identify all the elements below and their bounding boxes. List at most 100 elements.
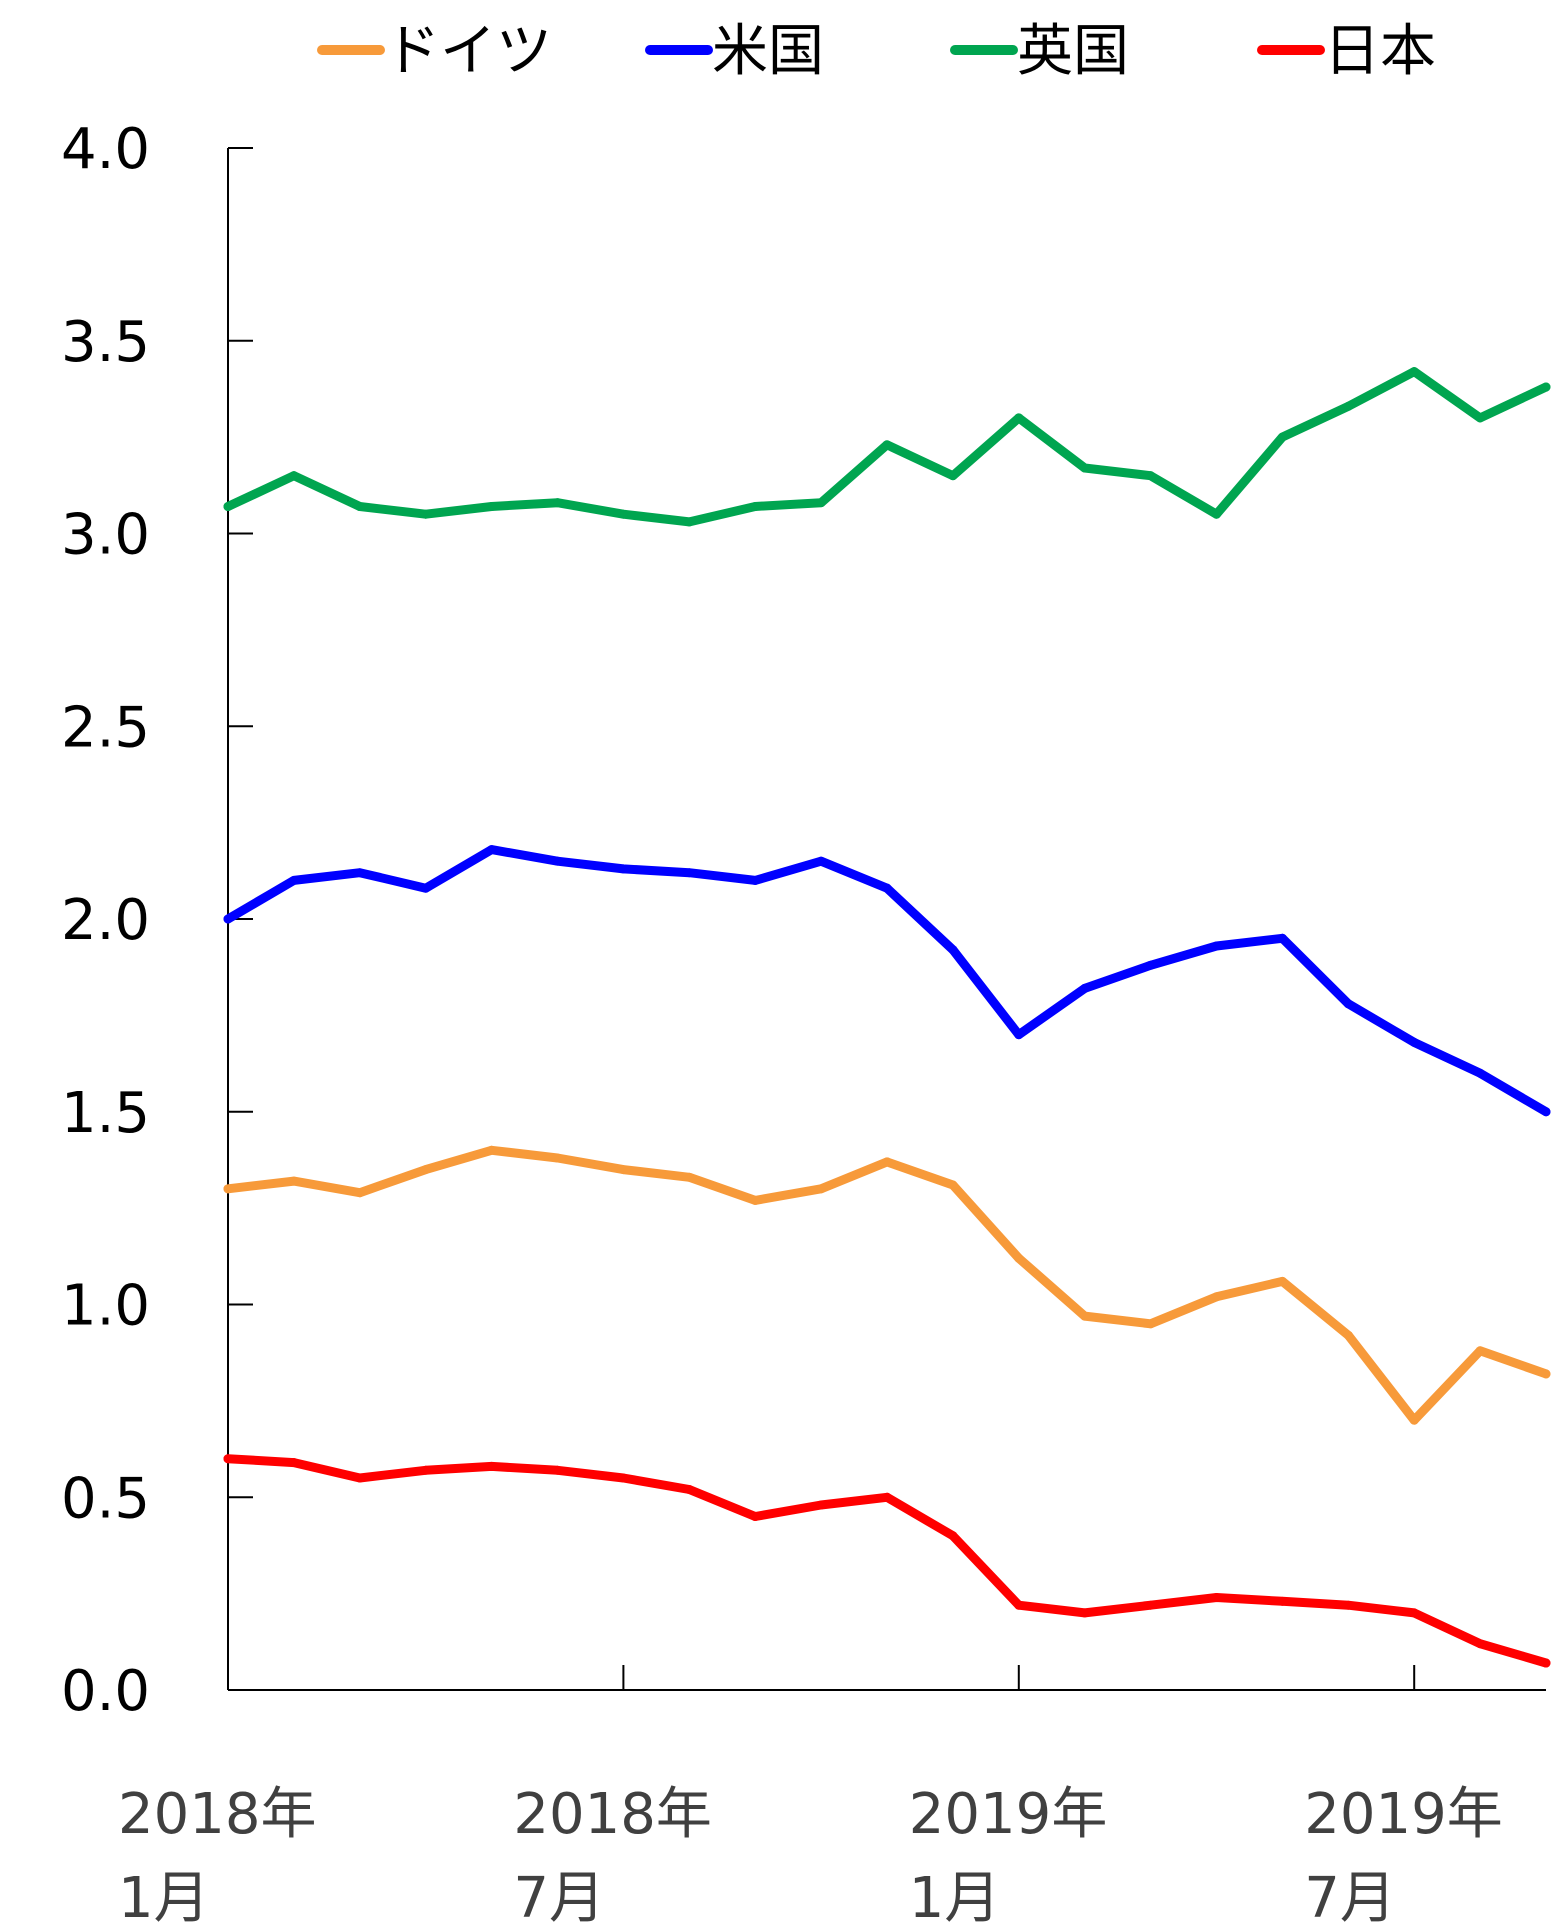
legend-label: 英国: [1017, 19, 1129, 84]
data-point: [1080, 983, 1090, 993]
series-line-0: [223, 1145, 1551, 1425]
data-point: [1541, 382, 1551, 392]
data-point: [1146, 1319, 1156, 1329]
data-point: [1212, 1292, 1221, 1302]
data-point: [1014, 1600, 1024, 1610]
data-point: [1475, 413, 1485, 423]
legend-label: 米国: [712, 19, 824, 84]
data-point: [487, 845, 497, 855]
y-tick-label: 2.0: [61, 888, 150, 953]
data-point: [1343, 1600, 1353, 1610]
data-point: [355, 1473, 365, 1483]
data-point: [355, 1188, 365, 1198]
data-point: [882, 440, 892, 450]
data-point: [289, 1458, 299, 1468]
data-point: [618, 1473, 628, 1483]
y-tick-label: 1.5: [61, 1081, 150, 1146]
legend: ドイツ 米国 英国 日本: [317, 19, 1436, 84]
x-tick-label-month: 7月: [513, 1866, 605, 1929]
data-point: [1014, 1253, 1024, 1263]
legend-label: 日本: [1324, 19, 1436, 84]
data-point: [1541, 1658, 1551, 1668]
series-line-3: [223, 1454, 1551, 1668]
y-tick-label: 1.0: [61, 1274, 150, 1339]
data-point: [355, 868, 365, 878]
data-point: [421, 883, 431, 893]
data-point: [750, 875, 760, 885]
data-point: [684, 1172, 694, 1182]
data-point: [750, 502, 760, 512]
data-point: [289, 1176, 299, 1186]
data-point: [421, 1465, 431, 1475]
data-point: [223, 914, 233, 924]
data-point: [882, 1492, 892, 1502]
y-tick-label: 4.0: [61, 117, 150, 182]
data-point: [1541, 1107, 1551, 1117]
data-point: [1277, 1596, 1287, 1606]
x-axis: 2018年 1月 2018年 7月 2019年 1月 2019年 7月: [118, 1665, 1546, 1929]
legend-label: ドイツ: [384, 19, 552, 84]
data-point: [816, 1184, 826, 1194]
data-point: [553, 498, 562, 508]
x-tick-label-year: 2018年: [118, 1782, 317, 1847]
y-tick-label: 2.5: [61, 695, 150, 760]
data-point: [1014, 413, 1024, 423]
data-point: [1277, 432, 1287, 442]
x-tick-label-month: 1月: [118, 1866, 210, 1929]
data-point: [948, 1180, 958, 1190]
data-point: [618, 1165, 628, 1175]
y-tick-label: 0.5: [61, 1466, 150, 1531]
data-point: [1475, 1639, 1485, 1649]
data-point: [684, 1485, 694, 1495]
data-point: [816, 856, 826, 866]
data-point: [223, 502, 233, 512]
data-point: [1409, 1037, 1419, 1047]
data-point: [553, 856, 562, 866]
data-point: [487, 502, 497, 512]
data-point: [487, 1461, 497, 1471]
data-point: [1080, 463, 1090, 473]
data-point: [355, 502, 365, 512]
data-point: [1409, 1415, 1419, 1425]
data-point: [421, 1165, 431, 1175]
data-point: [1212, 509, 1221, 519]
data-point: [816, 1500, 826, 1510]
y-tick-label: 3.0: [61, 503, 150, 568]
data-point: [223, 1184, 233, 1194]
data-point: [750, 1195, 760, 1205]
data-point: [948, 945, 958, 955]
data-point: [1080, 1311, 1090, 1321]
data-point: [1409, 367, 1419, 377]
data-point: [882, 883, 892, 893]
data-point: [684, 868, 694, 878]
data-point: [1475, 1346, 1485, 1356]
data-point: [421, 509, 431, 519]
data-point: [1277, 933, 1287, 943]
data-point: [1080, 1608, 1090, 1618]
data-point: [618, 864, 628, 874]
data-point: [1146, 471, 1156, 481]
x-tick-label-year: 2019年: [909, 1782, 1108, 1847]
data-point: [1014, 1030, 1024, 1040]
plot-area: [223, 367, 1551, 1668]
x-tick-label-month: 7月: [1304, 1866, 1396, 1929]
data-point: [684, 517, 694, 527]
x-tick-label-year: 2019年: [1304, 1782, 1503, 1847]
data-point: [1475, 1068, 1485, 1078]
data-point: [553, 1153, 562, 1163]
data-point: [882, 1157, 892, 1167]
y-tick-label: 0.0: [61, 1659, 150, 1724]
data-point: [816, 498, 826, 508]
data-point: [1212, 941, 1221, 951]
data-point: [948, 1531, 958, 1541]
data-point: [1343, 999, 1353, 1009]
data-point: [618, 509, 628, 519]
data-point: [223, 1454, 233, 1464]
data-point: [1146, 1600, 1156, 1610]
y-tick-label: 3.5: [61, 310, 150, 375]
x-tick-label-year: 2018年: [513, 1782, 712, 1847]
data-point: [1541, 1369, 1551, 1379]
data-point: [1146, 960, 1156, 970]
y-axis: 0.0 0.5 1.0 1.5 2.0 2.5 3.0 3.5 4.0: [61, 117, 253, 1724]
